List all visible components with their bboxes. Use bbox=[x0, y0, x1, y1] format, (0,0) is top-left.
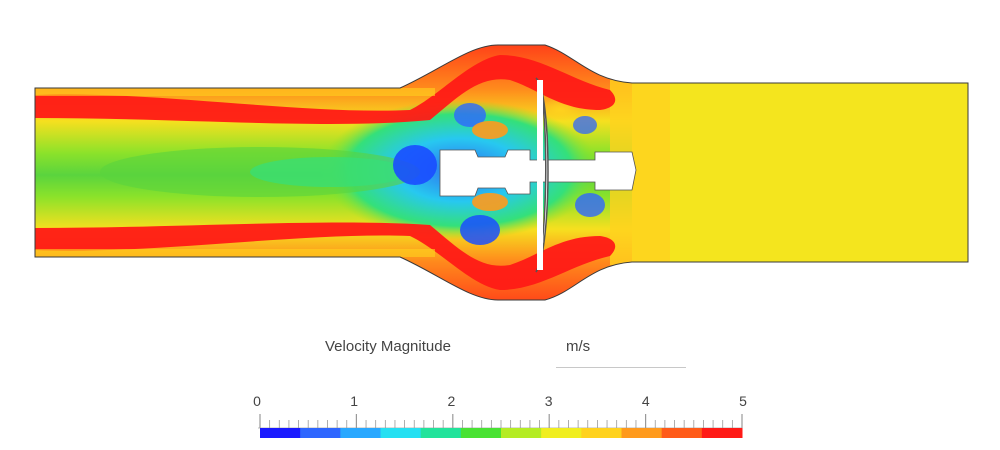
legend-color-cell bbox=[661, 428, 703, 438]
legend-color-cell bbox=[420, 428, 462, 438]
legend-color-cell bbox=[300, 428, 341, 438]
legend-color-cells bbox=[260, 428, 743, 438]
legend-tick-label: 4 bbox=[641, 393, 650, 409]
flow-domain bbox=[35, 45, 968, 300]
legend-color-cell bbox=[701, 428, 743, 438]
legend-colorbar bbox=[258, 414, 743, 438]
legend-color-cell bbox=[340, 428, 381, 438]
legend-color-cell bbox=[460, 428, 502, 438]
legend-color-cell bbox=[581, 428, 622, 438]
legend-tick-label: 3 bbox=[544, 393, 553, 409]
valve-disc bbox=[535, 77, 549, 273]
legend-tick-label: 2 bbox=[447, 393, 456, 409]
legend-color-cell bbox=[501, 428, 542, 438]
legend-color-cell bbox=[260, 428, 301, 438]
legend-title: Velocity Magnitude bbox=[325, 338, 451, 355]
legend-color-cell bbox=[541, 428, 582, 438]
legend-unit: m/s bbox=[566, 338, 591, 355]
valve-disc-core bbox=[537, 80, 543, 270]
legend-ticks bbox=[259, 414, 743, 428]
legend-tick-label: 0 bbox=[253, 393, 261, 409]
legend-color-cell bbox=[380, 428, 422, 438]
legend-tick-label: 5 bbox=[739, 393, 747, 409]
legend-tick-label: 1 bbox=[350, 393, 359, 409]
legend-color-cell bbox=[621, 428, 663, 438]
valve-body-outline bbox=[34, 44, 969, 301]
legend-unit-underline bbox=[556, 367, 686, 368]
